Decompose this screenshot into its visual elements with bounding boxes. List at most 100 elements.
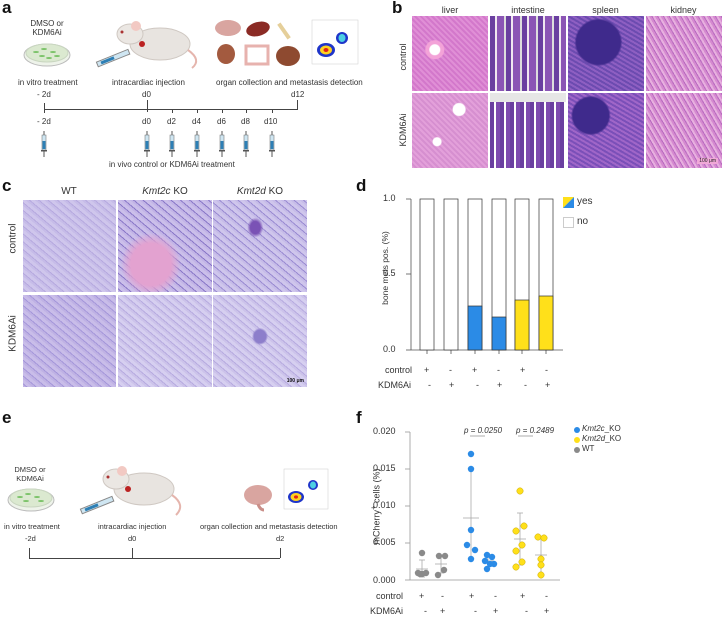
step-organ-collection: organ collection and metastasis detectio… bbox=[216, 78, 363, 87]
histology-brain-wt-kdm6ai bbox=[23, 295, 116, 387]
organs-icon bbox=[215, 20, 300, 66]
histology-intestine-control bbox=[490, 16, 566, 91]
f-ytick-0.015: 0.015 bbox=[373, 463, 396, 473]
row-kdm6ai: KDM6Ai bbox=[398, 113, 408, 147]
legend-suffix: _KO bbox=[604, 424, 621, 433]
timeline-minus2d: -2d bbox=[25, 534, 36, 543]
panel-label-e: e bbox=[2, 408, 12, 427]
timeline-tick bbox=[272, 109, 273, 113]
syringe-icon bbox=[144, 131, 150, 157]
histology-brain-kmt2d-control bbox=[213, 200, 307, 292]
d-kdm6ai-sign: - bbox=[428, 380, 431, 390]
f-ytick-0.000: 0.000 bbox=[373, 575, 396, 585]
f-row-control-label: control bbox=[376, 591, 404, 601]
f-ytick-0.010: 0.010 bbox=[373, 500, 396, 510]
scale-bar-b: 100 μm bbox=[697, 158, 718, 164]
legend-kmt2c: Kmt2c_KO bbox=[582, 424, 621, 433]
timeline-tick bbox=[197, 109, 198, 113]
f-ytick-0.005: 0.005 bbox=[373, 537, 396, 547]
f-row-kdm6ai-label: KDM6Ai bbox=[370, 606, 404, 616]
legend-kmt2d: Kmt2d_KO bbox=[582, 434, 621, 443]
legend-yes-swatch-icon bbox=[563, 197, 574, 208]
f-kdm6ai-sign: - bbox=[424, 606, 427, 616]
timeline-top-d0: d0 bbox=[142, 90, 151, 99]
timeline-axis bbox=[29, 558, 280, 559]
f-control-sign: - bbox=[494, 591, 497, 601]
p-value-kmt2d: p = 0.2489 bbox=[516, 426, 554, 435]
d-bar-chart bbox=[406, 198, 563, 354]
d-ytick-0.5: 0.5 bbox=[383, 268, 396, 278]
col-suffix: KO bbox=[265, 186, 284, 197]
col-liver: liver bbox=[441, 5, 459, 15]
legend-gene: Kmt2c bbox=[582, 424, 605, 433]
f-control-sign: + bbox=[469, 591, 475, 601]
syringe-icon bbox=[169, 131, 175, 157]
timeline-tick bbox=[147, 100, 148, 112]
scale-bar-c: 100 μm bbox=[286, 378, 304, 384]
dish-label: DMSO or KDM6Ai bbox=[26, 19, 68, 37]
timeline-top-minus2d: - 2d bbox=[37, 90, 51, 99]
dish-label: DMSO or KDM6Ai bbox=[8, 465, 52, 483]
row-kdm6ai: KDM6Ai bbox=[7, 315, 19, 352]
d-kdm6ai-sign: - bbox=[524, 380, 527, 390]
flow-cytometry-plot-icon bbox=[311, 19, 359, 65]
legend-no: no bbox=[577, 216, 589, 227]
histology-liver-kdm6ai bbox=[412, 93, 488, 168]
timeline-d0: d0 bbox=[128, 534, 137, 543]
p-value-text: p = 0.0250 bbox=[464, 426, 503, 435]
d-control-sign: - bbox=[497, 365, 500, 375]
legend-gene: Kmt2d bbox=[582, 434, 606, 443]
histology-brain-kmt2c-kdm6ai bbox=[118, 295, 212, 387]
d-ytick-1: 1.0 bbox=[383, 193, 396, 203]
histology-kidney-control bbox=[646, 16, 722, 91]
step-intracardiac: intracardiac injection bbox=[112, 78, 185, 87]
petri-dish-icon bbox=[23, 43, 71, 67]
syringe-icon bbox=[194, 131, 200, 157]
col-kidney: kidney bbox=[670, 5, 697, 15]
d-row-kdm6ai-label: KDM6Ai bbox=[378, 380, 412, 390]
timeline-bottom-d0: d0 bbox=[142, 117, 151, 126]
timeline-tick bbox=[44, 103, 45, 113]
f-ytick-0.020: 0.020 bbox=[373, 426, 396, 436]
f-control-sign: + bbox=[419, 591, 425, 601]
timeline-tick bbox=[132, 548, 133, 558]
col-gene: Kmt2c bbox=[142, 186, 171, 197]
col-suffix: KO bbox=[170, 186, 188, 197]
timeline-top-d12: d12 bbox=[291, 90, 305, 99]
legend-wt-marker-icon bbox=[574, 447, 580, 453]
legend-wt: WT bbox=[582, 444, 594, 453]
row-control: control bbox=[7, 223, 19, 254]
flow-cytometry-plot-icon bbox=[283, 468, 329, 510]
panel-label-b: b bbox=[392, 0, 403, 17]
d-kdm6ai-sign: + bbox=[497, 380, 503, 390]
syringe-icon bbox=[243, 131, 249, 157]
mouse-injection-icon bbox=[95, 21, 198, 69]
syringe-icon bbox=[41, 131, 47, 157]
timeline-bottom-d8: d8 bbox=[241, 117, 250, 126]
row-control: control bbox=[398, 43, 408, 71]
f-control-sign: - bbox=[441, 591, 444, 601]
timeline-tick bbox=[172, 109, 173, 113]
legend-suffix: _KO bbox=[605, 434, 622, 443]
f-control-sign: + bbox=[520, 591, 526, 601]
d-row-control-label: control bbox=[385, 365, 413, 375]
f-scatter-chart bbox=[405, 431, 560, 581]
timeline-bottom-minus2d: - 2d bbox=[37, 117, 51, 126]
p-value-kmt2c: p = 0.0250 bbox=[464, 426, 502, 435]
step-in-vitro: in vitro treatment bbox=[18, 78, 78, 87]
timeline-bottom-d10: d10 bbox=[264, 117, 278, 126]
col-spleen: spleen bbox=[592, 5, 619, 15]
timeline-tick bbox=[29, 548, 30, 558]
f-kdm6ai-sign: - bbox=[474, 606, 477, 616]
timeline-bottom-d4: d4 bbox=[192, 117, 201, 126]
dish-label-line2: KDM6Ai bbox=[16, 474, 44, 483]
legend-kmt2d-marker-icon bbox=[574, 437, 580, 443]
timeline-tick bbox=[280, 548, 281, 558]
histology-intestine-kdm6ai bbox=[490, 93, 566, 168]
histology-brain-wt-control bbox=[23, 200, 116, 292]
col-wt: WT bbox=[22, 186, 116, 197]
dish-label-line2: KDM6Ai bbox=[32, 28, 62, 37]
legend-kmt2c-marker-icon bbox=[574, 427, 580, 433]
histology-spleen-kdm6ai bbox=[568, 93, 644, 168]
treatment-caption: in vivo control or KDM6Ai treatment bbox=[109, 160, 235, 169]
